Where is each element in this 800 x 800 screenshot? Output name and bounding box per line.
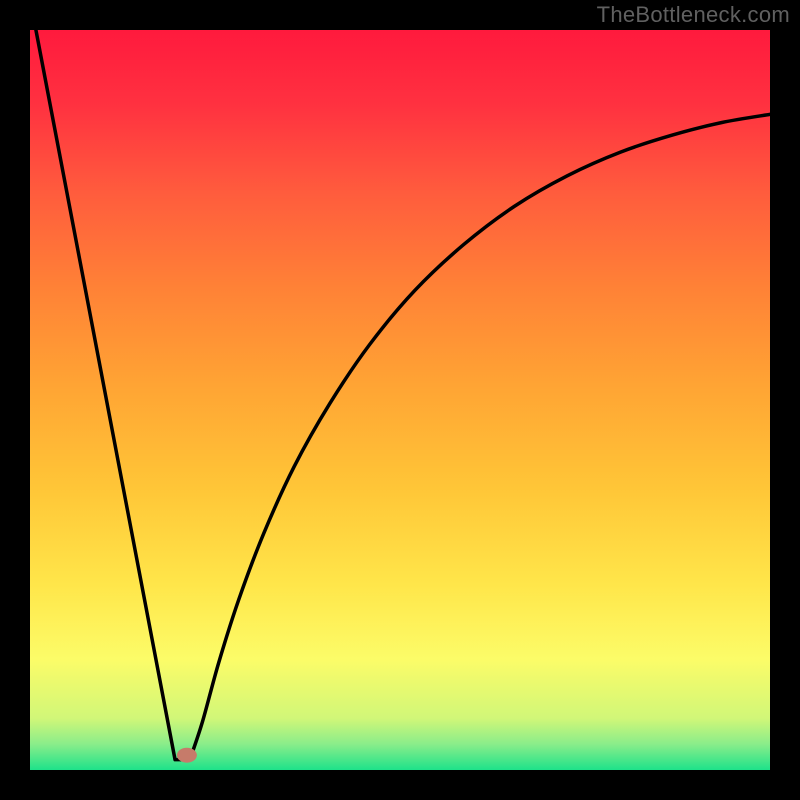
chart-container: TheBottleneck.com [0, 0, 800, 800]
chart-background [30, 30, 770, 770]
optimal-point-marker [177, 748, 197, 763]
bottleneck-chart [0, 0, 800, 800]
watermark-text: TheBottleneck.com [597, 2, 790, 28]
